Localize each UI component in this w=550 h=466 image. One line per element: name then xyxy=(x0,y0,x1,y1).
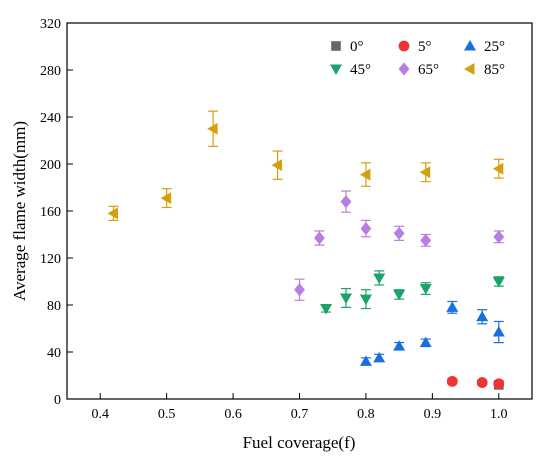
y-tick-label: 120 xyxy=(40,252,61,267)
data-point xyxy=(419,336,432,348)
data-point xyxy=(492,162,504,175)
legend-marker xyxy=(398,40,410,52)
x-axis-title: Fuel coverage(f) xyxy=(243,433,356,452)
legend-marker xyxy=(398,62,410,76)
error-bars xyxy=(108,110,504,387)
y-tick-label: 320 xyxy=(40,17,61,32)
data-point xyxy=(492,326,505,337)
axis-ticks: 0.4 0.5 0.6 0.7 0.8 0.9 1.0 0 40 80 120 160 200 240 28… xyxy=(40,17,508,422)
legend-label: 25° xyxy=(484,39,505,55)
data-point xyxy=(419,166,431,179)
legend: 0° 5° 25° 45° 65° 85° xyxy=(330,39,505,78)
data-point xyxy=(393,340,406,351)
data-point xyxy=(271,159,283,172)
legend-label: 5° xyxy=(418,39,432,55)
y-tick-label: 40 xyxy=(47,346,61,361)
x-tick-label: 0.6 xyxy=(224,407,242,422)
data-point xyxy=(373,273,386,284)
data-point xyxy=(320,304,333,315)
data-point xyxy=(373,351,386,363)
data-point xyxy=(340,195,352,209)
data-point xyxy=(493,230,505,244)
y-axis-title: Average flame width(mm) xyxy=(10,121,29,301)
data-point xyxy=(446,375,458,387)
y-tick-label: 200 xyxy=(40,158,61,173)
legend-label: 45° xyxy=(350,62,371,78)
y-tick-label: 0 xyxy=(54,393,61,408)
data-points xyxy=(107,122,505,390)
y-tick-label: 280 xyxy=(40,64,61,79)
x-tick-label: 0.4 xyxy=(91,407,109,422)
legend-label: 0° xyxy=(350,39,364,55)
legend-marker xyxy=(331,41,341,51)
data-point xyxy=(360,222,372,236)
data-point xyxy=(314,231,325,245)
x-tick-label: 0.9 xyxy=(424,407,442,422)
x-tick-label: 0.8 xyxy=(357,407,375,422)
data-point xyxy=(294,283,305,297)
data-point xyxy=(359,168,371,181)
data-point xyxy=(107,207,118,220)
legend-label: 85° xyxy=(484,62,505,78)
data-point xyxy=(476,310,489,322)
y-tick-label: 160 xyxy=(40,205,61,220)
data-point xyxy=(476,377,488,388)
data-point xyxy=(359,355,372,366)
data-point xyxy=(393,226,405,240)
data-point xyxy=(359,294,372,306)
data-point xyxy=(492,277,505,288)
legend-marker xyxy=(330,64,342,75)
data-point xyxy=(420,233,432,247)
y-tick-label: 80 xyxy=(47,299,61,314)
legend-marker xyxy=(464,40,476,51)
x-tick-label: 1.0 xyxy=(490,407,508,422)
data-point xyxy=(393,289,406,301)
legend-marker xyxy=(464,63,475,75)
y-tick-label: 240 xyxy=(40,111,61,126)
data-point xyxy=(207,122,218,135)
data-point xyxy=(340,293,352,304)
x-tick-label: 0.7 xyxy=(291,407,309,422)
x-tick-label: 0.5 xyxy=(158,407,176,422)
data-point xyxy=(493,378,505,390)
plot-frame xyxy=(66,22,533,400)
data-point xyxy=(419,284,432,295)
data-point xyxy=(446,301,459,312)
legend-label: 65° xyxy=(418,62,439,78)
data-point xyxy=(160,192,172,205)
